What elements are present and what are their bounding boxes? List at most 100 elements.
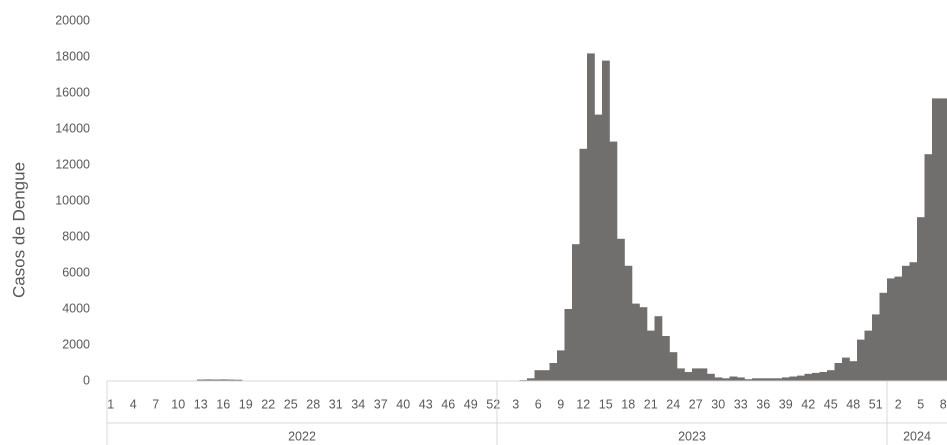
bar (789, 376, 798, 381)
x-tick-label: 49 (464, 397, 478, 411)
bar (722, 378, 730, 381)
bar (887, 278, 895, 381)
bar (197, 379, 205, 381)
bar (204, 379, 213, 381)
bar (872, 314, 880, 381)
x-tick-label: 24 (666, 397, 680, 411)
y-tick-label: 14000 (55, 121, 90, 135)
x-tick-label: 46 (441, 397, 455, 411)
x-tick-label: 8 (940, 397, 947, 411)
x-tick-label: 51 (869, 397, 883, 411)
bar (849, 361, 858, 381)
bar (692, 368, 700, 381)
x-tick-label: 48 (846, 397, 860, 411)
x-tick-label: 6 (535, 397, 542, 411)
x-tick-label: 19 (239, 397, 253, 411)
bar (587, 53, 595, 382)
x-tick-label: 34 (351, 397, 365, 411)
y-tick-label: 18000 (55, 49, 90, 63)
bar (759, 378, 768, 381)
bar (864, 330, 873, 381)
bar (572, 244, 580, 381)
bar (894, 276, 903, 381)
bar (932, 98, 940, 382)
bar (782, 377, 790, 381)
y-tick-label: 20000 (55, 13, 90, 27)
bar (617, 238, 625, 381)
y-tick-label: 16000 (55, 85, 90, 99)
x-tick-label: 40 (396, 397, 410, 411)
bar (879, 292, 888, 381)
y-tick-label: 8000 (62, 229, 90, 243)
x-tick-label: 18 (621, 397, 635, 411)
x-tick-label: 22 (261, 397, 275, 411)
x-tick-label: 9 (557, 397, 564, 411)
bar (669, 352, 678, 381)
x-tick-label: 28 (306, 397, 320, 411)
y-tick-label: 4000 (62, 301, 90, 315)
bar (819, 372, 828, 381)
bar (219, 379, 228, 381)
bar (909, 262, 918, 381)
x-tick-label: 27 (689, 397, 703, 411)
x-tick-label: 37 (374, 397, 388, 411)
bar (527, 378, 535, 381)
bar (632, 303, 640, 381)
bar (677, 368, 685, 381)
bar (609, 141, 618, 381)
bar (557, 350, 565, 381)
bar (827, 370, 835, 381)
bar (924, 154, 933, 381)
bar (227, 379, 235, 381)
y-tick-label: 6000 (62, 265, 90, 279)
bar (579, 148, 588, 381)
bar (797, 375, 805, 381)
x-tick-label: 52 (486, 397, 500, 411)
x-tick-label: 10 (171, 397, 185, 411)
group-label: 2023 (678, 429, 706, 443)
y-tick-label: 10000 (55, 193, 90, 207)
bar (564, 309, 573, 381)
bar (744, 379, 753, 381)
bar (534, 370, 543, 381)
x-tick-label: 15 (599, 397, 613, 411)
bar (542, 370, 550, 381)
bar (842, 357, 850, 381)
bar (549, 363, 558, 381)
bar (917, 217, 925, 381)
bar (684, 372, 693, 381)
x-tick-label: 5 (917, 397, 924, 411)
bar (234, 379, 243, 381)
bar (857, 339, 865, 381)
x-tick-label: 43 (419, 397, 433, 411)
x-tick-label: 33 (734, 397, 748, 411)
y-tick-label: 0 (83, 373, 90, 387)
y-tick-label: 2000 (62, 337, 90, 351)
x-tick-label: 31 (329, 397, 343, 411)
bar (834, 363, 843, 381)
bar (767, 378, 775, 381)
bar (737, 377, 745, 381)
x-tick-label: 25 (284, 397, 298, 411)
bar (639, 307, 648, 381)
bar (654, 316, 663, 381)
x-tick-label: 2 (895, 397, 902, 411)
group-label: 2022 (288, 429, 316, 443)
bar (902, 265, 910, 381)
bar (714, 377, 723, 381)
x-tick-label: 42 (801, 397, 815, 411)
bar (647, 330, 655, 381)
group-label: 2024 (903, 429, 931, 443)
x-tick-label: 1 (107, 397, 114, 411)
x-tick-label: 7 (152, 397, 159, 411)
bar (594, 114, 603, 381)
bar (752, 378, 760, 381)
x-tick-label: 4 (130, 397, 137, 411)
bar (774, 378, 783, 381)
bar (212, 379, 220, 381)
x-tick-label: 16 (216, 397, 230, 411)
y-tick-label: 12000 (55, 157, 90, 171)
bar (624, 265, 633, 381)
x-tick-label: 36 (756, 397, 770, 411)
bar (707, 373, 715, 381)
